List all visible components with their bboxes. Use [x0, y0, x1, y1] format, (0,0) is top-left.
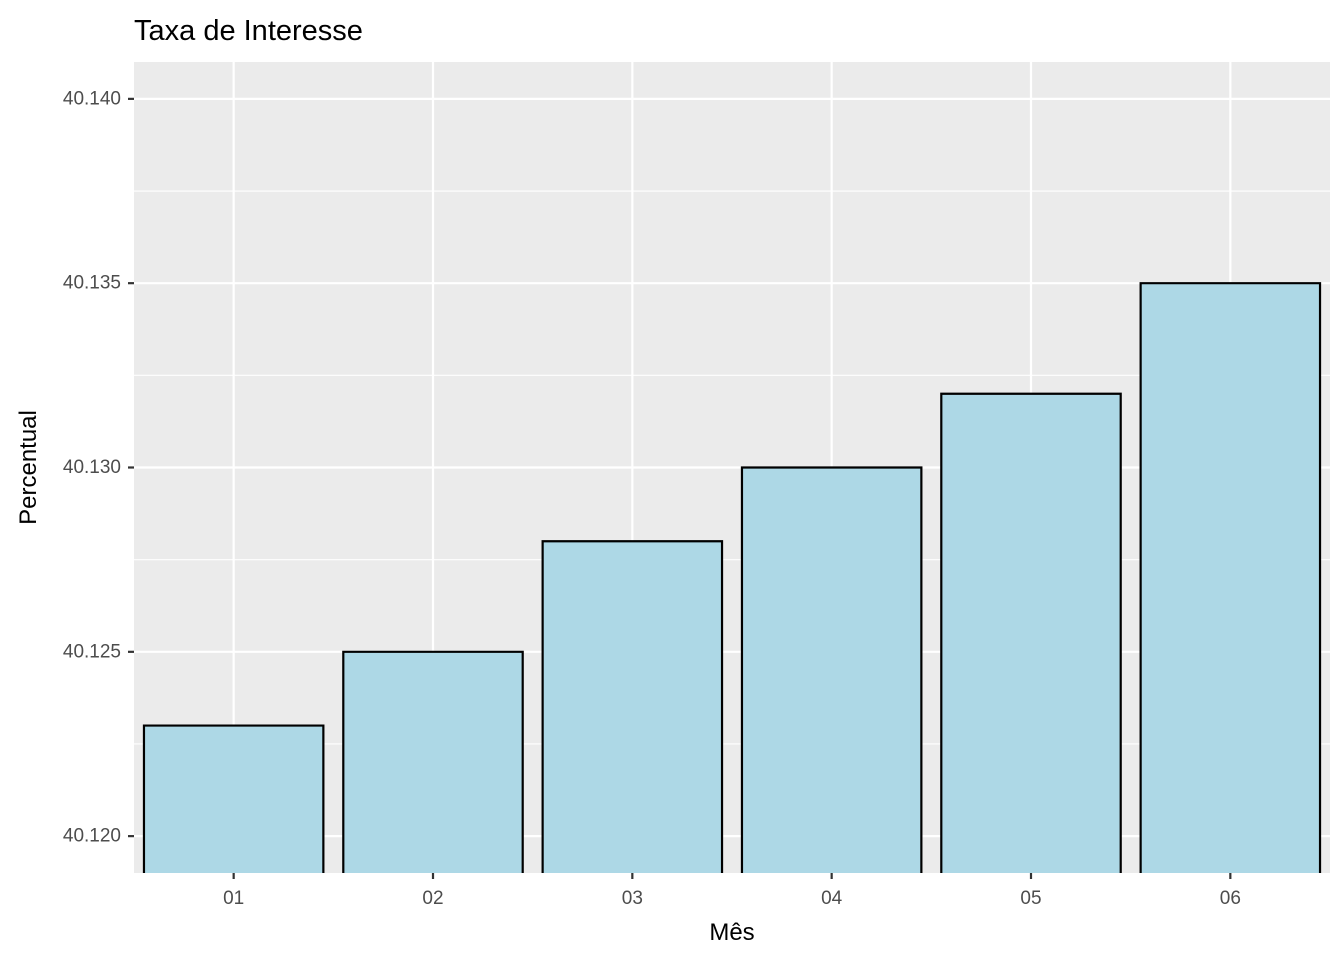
- bar: [1140, 283, 1321, 873]
- bar: [343, 651, 523, 873]
- x-axis: 01 02 03 04 05 06: [223, 873, 1241, 909]
- y-tick-label: 40.120: [63, 826, 121, 847]
- x-tick-label: 03: [622, 888, 643, 909]
- x-tick-label: 05: [1020, 888, 1041, 909]
- minor-gridlines: [134, 190, 1330, 745]
- x-tick-label: 04: [821, 888, 843, 909]
- bar-outline: [740, 466, 923, 873]
- y-tick-label: 40.125: [63, 641, 121, 662]
- x-tick-label: 02: [422, 888, 443, 909]
- bar-outline: [940, 392, 1122, 873]
- bar: [741, 467, 922, 873]
- bar: [542, 541, 723, 873]
- y-axis-label: Percentual: [15, 410, 42, 525]
- bar: [143, 725, 324, 873]
- bar: [941, 393, 1121, 873]
- bars-group: [142, 282, 1322, 873]
- y-tick-label: 40.130: [63, 457, 121, 478]
- y-tick-label: 40.140: [63, 88, 121, 109]
- chart-title: Taxa de Interesse: [134, 15, 363, 47]
- y-axis: 40.120 40.125 40.130 40.135 40.140: [63, 88, 134, 847]
- bar-outline: [1139, 282, 1322, 873]
- x-tick-label: 06: [1220, 888, 1241, 909]
- bar-outline: [142, 724, 325, 873]
- x-axis-label: Mês: [709, 919, 754, 946]
- x-tick-label: 01: [223, 888, 244, 909]
- bar-outline: [342, 650, 524, 873]
- bar-outline: [541, 540, 724, 873]
- y-tick-label: 40.135: [63, 273, 121, 294]
